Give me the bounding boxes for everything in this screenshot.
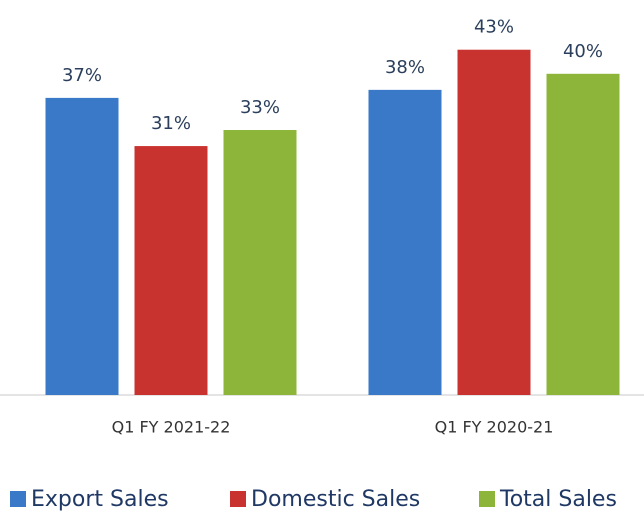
data-label: 37%: [62, 65, 102, 86]
bar: [546, 73, 620, 396]
data-label: 43%: [474, 17, 514, 38]
legend-label: Domestic Sales: [251, 487, 420, 512]
x-tick-label: Q1 FY 2020-21: [435, 418, 554, 437]
data-label: 40%: [563, 41, 603, 62]
legend-swatch: [479, 491, 495, 507]
bar: [134, 146, 208, 395]
bar: [223, 130, 297, 395]
bar: [45, 97, 119, 395]
legend-swatch: [230, 491, 246, 507]
x-tick-label: Q1 FY 2021-22: [112, 418, 231, 437]
bar: [368, 89, 442, 396]
data-label: 38%: [385, 57, 425, 78]
legend-swatch: [10, 491, 26, 507]
data-label: 33%: [240, 97, 280, 118]
legend-label: Total Sales: [499, 487, 617, 512]
data-label: 31%: [151, 113, 191, 134]
bar: [457, 49, 531, 396]
legend-label: Export Sales: [31, 487, 169, 512]
